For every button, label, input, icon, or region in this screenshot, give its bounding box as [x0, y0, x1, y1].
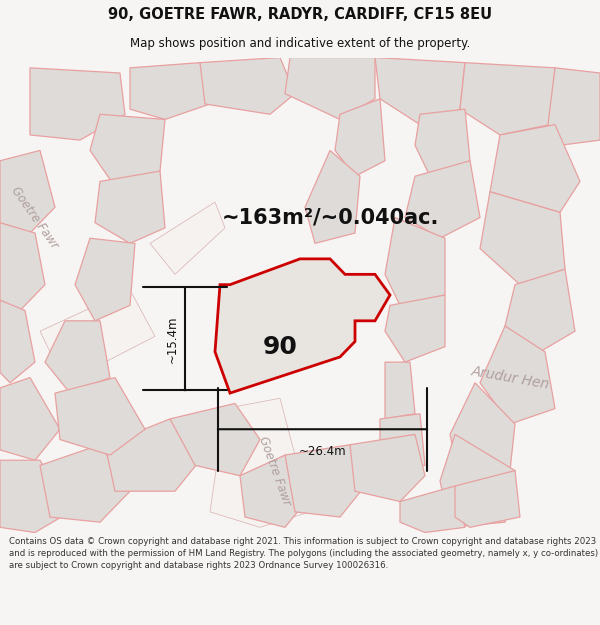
Polygon shape [440, 434, 515, 528]
Polygon shape [400, 486, 465, 532]
Polygon shape [40, 445, 130, 522]
Polygon shape [210, 398, 310, 528]
Polygon shape [385, 217, 445, 306]
Polygon shape [455, 471, 520, 528]
Polygon shape [350, 434, 425, 501]
Polygon shape [240, 455, 310, 528]
Polygon shape [0, 222, 45, 311]
Polygon shape [90, 114, 165, 187]
Polygon shape [415, 109, 470, 176]
Polygon shape [480, 192, 565, 284]
Polygon shape [40, 290, 155, 382]
Text: 90: 90 [263, 334, 298, 359]
Polygon shape [490, 124, 580, 212]
Polygon shape [385, 362, 415, 419]
Polygon shape [45, 321, 110, 393]
Polygon shape [380, 414, 425, 471]
Polygon shape [215, 259, 390, 393]
Text: 90, GOETRE FAWR, RADYR, CARDIFF, CF15 8EU: 90, GOETRE FAWR, RADYR, CARDIFF, CF15 8E… [108, 7, 492, 22]
Polygon shape [55, 378, 145, 455]
Polygon shape [405, 161, 480, 238]
Polygon shape [200, 58, 295, 114]
Text: Arudur Hen: Arudur Hen [470, 364, 550, 391]
Polygon shape [375, 58, 465, 124]
Polygon shape [460, 62, 555, 135]
Polygon shape [30, 68, 125, 140]
Polygon shape [105, 419, 200, 491]
Polygon shape [75, 238, 135, 321]
Polygon shape [0, 378, 60, 460]
Polygon shape [335, 99, 385, 176]
Polygon shape [480, 326, 555, 424]
Polygon shape [0, 460, 70, 532]
Text: ~15.4m: ~15.4m [166, 315, 179, 362]
Polygon shape [170, 403, 260, 476]
Polygon shape [385, 295, 445, 362]
Text: Map shows position and indicative extent of the property.: Map shows position and indicative extent… [130, 37, 470, 49]
Text: Contains OS data © Crown copyright and database right 2021. This information is : Contains OS data © Crown copyright and d… [9, 538, 598, 570]
Text: Goetre Fawr: Goetre Fawr [9, 184, 61, 251]
Polygon shape [150, 202, 225, 274]
Polygon shape [0, 151, 55, 233]
Polygon shape [285, 445, 365, 517]
Polygon shape [505, 269, 575, 352]
Text: ~26.4m: ~26.4m [299, 445, 346, 458]
Polygon shape [548, 68, 600, 145]
Polygon shape [285, 58, 375, 119]
Polygon shape [95, 171, 165, 243]
Text: Goetre Fawr: Goetre Fawr [256, 434, 293, 507]
Polygon shape [305, 151, 360, 243]
Polygon shape [0, 300, 35, 382]
Polygon shape [130, 62, 210, 119]
Text: ~163m²/~0.040ac.: ~163m²/~0.040ac. [221, 208, 439, 227]
Polygon shape [450, 382, 515, 481]
